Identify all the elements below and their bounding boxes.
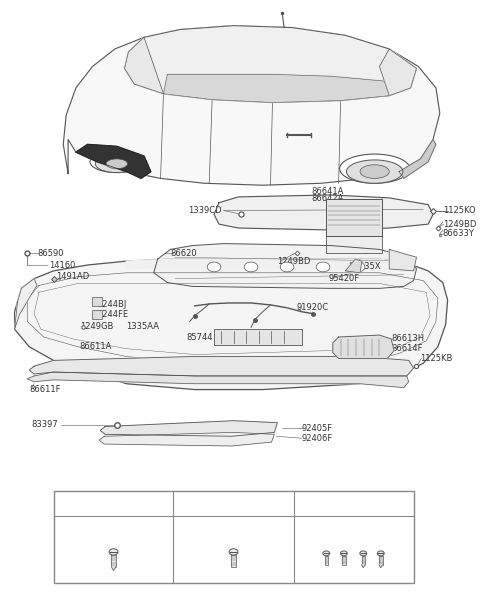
Text: 86920C: 86920C [335, 499, 372, 510]
Text: 1221AG: 1221AG [214, 499, 253, 510]
Polygon shape [361, 565, 365, 567]
Polygon shape [214, 195, 433, 230]
Polygon shape [14, 279, 37, 329]
Ellipse shape [280, 262, 294, 272]
Bar [342, 556, 346, 565]
Ellipse shape [323, 551, 330, 556]
Text: 86613H: 86613H [391, 335, 424, 344]
Text: 86590: 86590 [37, 249, 63, 258]
Polygon shape [124, 26, 417, 103]
Ellipse shape [229, 549, 238, 555]
Text: 1249BD: 1249BD [277, 257, 311, 265]
Polygon shape [399, 139, 436, 178]
Polygon shape [389, 250, 417, 271]
Polygon shape [154, 244, 417, 288]
Polygon shape [380, 49, 417, 96]
Text: 12492: 12492 [97, 499, 128, 510]
Ellipse shape [347, 160, 403, 183]
Ellipse shape [316, 262, 330, 272]
Polygon shape [124, 259, 407, 271]
Bar [93, 310, 102, 318]
Polygon shape [14, 259, 448, 390]
Text: 1339CD: 1339CD [188, 206, 222, 215]
Ellipse shape [109, 549, 118, 555]
Bar [111, 555, 116, 567]
Ellipse shape [360, 551, 367, 556]
Ellipse shape [340, 154, 409, 183]
Text: 86611A: 86611A [80, 343, 112, 352]
Polygon shape [164, 74, 389, 103]
Text: 1491AD: 1491AD [57, 272, 90, 281]
Polygon shape [99, 432, 275, 446]
Polygon shape [27, 372, 408, 388]
Ellipse shape [340, 551, 347, 556]
Text: 1125KB: 1125KB [420, 354, 453, 363]
Polygon shape [100, 421, 277, 437]
Bar [231, 555, 236, 567]
Text: 86633Y: 86633Y [443, 229, 475, 238]
Ellipse shape [96, 155, 138, 172]
Ellipse shape [106, 159, 128, 169]
Bar [361, 556, 365, 565]
Bar [326, 236, 383, 253]
Polygon shape [346, 259, 362, 273]
Text: 86614F: 86614F [391, 344, 423, 353]
Bar [53, 491, 414, 583]
Text: 83397: 83397 [32, 420, 59, 429]
Bar [324, 556, 328, 565]
Text: 1125KO: 1125KO [443, 206, 475, 215]
Bar [93, 297, 102, 306]
Text: 86611F: 86611F [29, 385, 60, 394]
Polygon shape [379, 565, 383, 567]
Bar [326, 199, 383, 236]
Text: 92405F: 92405F [301, 424, 333, 433]
Ellipse shape [360, 165, 389, 178]
Text: 14160: 14160 [48, 260, 75, 270]
Text: 91920C: 91920C [297, 303, 329, 312]
Text: 85744: 85744 [187, 332, 213, 341]
Text: 86620: 86620 [170, 249, 197, 258]
Ellipse shape [244, 262, 258, 272]
Text: 1249BD: 1249BD [443, 219, 476, 229]
Text: 1335AA: 1335AA [127, 322, 159, 331]
Polygon shape [63, 26, 440, 185]
Polygon shape [29, 356, 414, 376]
Text: 92406F: 92406F [301, 434, 333, 443]
Text: 86635X: 86635X [348, 262, 381, 271]
Ellipse shape [90, 151, 144, 172]
Text: 1249GB: 1249GB [80, 322, 113, 331]
Text: 95420F: 95420F [329, 274, 360, 283]
Polygon shape [76, 144, 151, 178]
Text: 1244BJ: 1244BJ [97, 300, 127, 309]
Polygon shape [124, 37, 164, 93]
Text: 1244FE: 1244FE [97, 310, 129, 319]
Bar [379, 556, 383, 565]
Text: 86642A: 86642A [312, 194, 344, 203]
Text: 86641A: 86641A [312, 186, 344, 195]
Polygon shape [333, 335, 394, 358]
Text: 86631B: 86631B [336, 199, 368, 208]
Ellipse shape [351, 262, 365, 272]
Ellipse shape [377, 551, 384, 556]
Polygon shape [111, 567, 116, 570]
Ellipse shape [207, 262, 221, 272]
Bar [214, 329, 301, 345]
